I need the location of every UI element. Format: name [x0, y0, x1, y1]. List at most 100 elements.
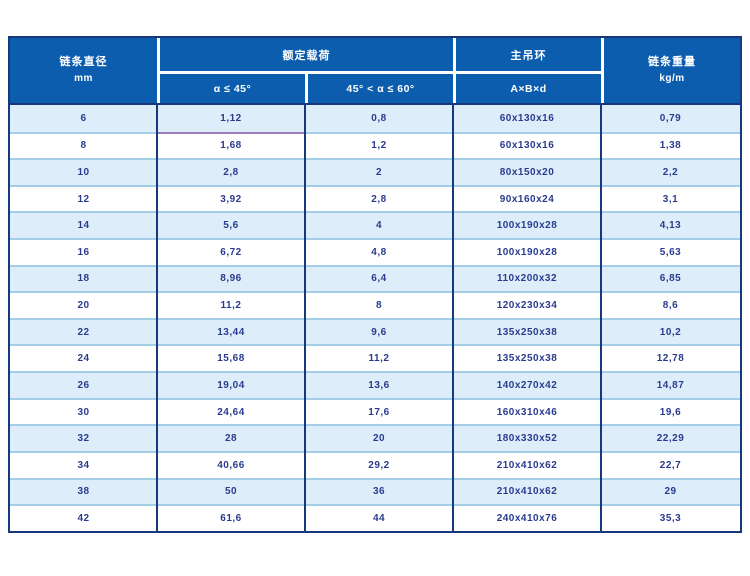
table-cell: 9,6	[371, 326, 387, 338]
table-row: 22 13,44 9,6 135x250x38 10,2	[10, 317, 740, 345]
table-cell: 1,12	[220, 112, 242, 124]
table-cell: 4,8	[371, 246, 387, 258]
table-cell: 24,64	[217, 406, 245, 418]
table-cell: 28	[224, 433, 238, 445]
table-cell: 5,6	[223, 220, 239, 232]
table-cell: 29	[664, 486, 677, 498]
header-chain-weight: 链条重量 kg/m	[601, 38, 740, 103]
table-cell: 11,2	[220, 300, 242, 312]
table-row: 32 28 20 180x330x52 22,29	[10, 424, 740, 451]
table-cell: 2,8	[371, 193, 387, 205]
table-cell: 22,29	[656, 433, 685, 445]
header-rated-load-title: 额定载荷	[282, 49, 331, 62]
table-row: 20 11,2 8 120x230x34 8,6	[10, 291, 740, 318]
table-cell: 42	[77, 512, 90, 524]
table-cell: 19,6	[659, 406, 682, 418]
column-divider-4	[600, 105, 602, 531]
table-row: 6 1,12 0,8 60x130x16 0,79	[10, 105, 740, 132]
table-cell: 1,2	[371, 140, 387, 152]
table-cell: 120x230x34	[496, 300, 558, 312]
table-cell: 13,6	[368, 379, 390, 391]
table-cell: 26	[77, 379, 90, 391]
table-cell: 15,68	[217, 353, 245, 365]
table-cell: 30	[77, 406, 90, 418]
column-divider-3	[452, 105, 454, 531]
header-rated-load-group: 额定载荷	[157, 38, 453, 71]
table-cell: 4,13	[659, 220, 682, 232]
table-cell: 60x130x16	[499, 112, 555, 124]
table-row: 18 8,96 6,4 110x200x32 6,85	[10, 264, 740, 292]
table-cell: 2,2	[662, 167, 679, 179]
table-cell: 160x310x46	[496, 406, 558, 418]
table-cell: 8	[80, 140, 87, 152]
table-row: 42 61,6 44 240x410x76 35,3	[10, 504, 740, 531]
table-cell: 3,1	[662, 193, 679, 205]
table-cell: 17,6	[368, 406, 390, 418]
table-cell: 5,63	[659, 246, 682, 258]
table-cell: 135x250x38	[496, 353, 558, 365]
table-row: 16 6,72 4,8 100x190x28 5,63	[10, 238, 740, 265]
column-divider-1	[156, 105, 158, 531]
table-cell: 16	[77, 246, 90, 258]
table-body: 6 1,12 0,8 60x130x16 0,79 8 1,68 1,2 60x130x16 1,…	[8, 103, 742, 533]
table-cell: 11,2	[368, 353, 390, 365]
header-angle-le-45: α ≤ 45°	[157, 71, 305, 103]
table-cell: 100x190x28	[496, 246, 558, 258]
table-cell: 19,04	[217, 379, 245, 391]
table-cell: 0,8	[371, 112, 387, 124]
table-cell: 10	[77, 167, 90, 179]
table-cell: 1,38	[659, 140, 682, 152]
table-cell: 90x160x24	[499, 193, 555, 205]
table-cell: 22,7	[659, 459, 682, 471]
table-cell: 140x270x42	[496, 379, 558, 391]
header-ring-dimensions: A×B×d	[453, 71, 601, 103]
table-cell: 2	[375, 167, 383, 179]
table-cell: 50	[224, 486, 238, 498]
table-cell: 6,4	[371, 273, 387, 285]
highlight-underline	[158, 131, 304, 134]
table-row: 24 15,68 11,2 135x250x38 12,78	[10, 344, 740, 371]
table-cell: 210x410x62	[496, 459, 558, 471]
table-row: 26 19,04 13,6 140x270x42 14,87	[10, 371, 740, 398]
table-row: 12 3,92 2,8 90x160x24 3,1	[10, 184, 740, 212]
table-cell: 0,79	[659, 112, 682, 124]
table-cell: 22	[77, 326, 90, 338]
table-cell: 100x190x28	[496, 220, 558, 232]
table-row: 10 2,8 2 80x150x20 2,2	[10, 158, 740, 185]
table-cell: 8	[375, 300, 383, 312]
table-cell: 44	[372, 512, 386, 524]
table-cell: 14,87	[656, 379, 685, 391]
table-cell: 40,66	[217, 459, 245, 471]
table-cell: 80x150x20	[499, 167, 555, 179]
header-chain-diameter: 链条直径 mm	[10, 38, 157, 103]
table-cell: 12	[77, 193, 90, 205]
table-cell: 210x410x62	[496, 486, 558, 498]
table-cell: 29,2	[368, 459, 390, 471]
header-angle-45-60: 45° < α ≤ 60°	[305, 71, 453, 103]
table-row: 34 40,66 29,2 210x410x62 22,7	[10, 450, 740, 478]
table-cell: 6	[80, 112, 87, 124]
header-main-ring: 主吊环	[453, 38, 601, 71]
table-cell: 2,8	[223, 167, 239, 179]
table-cell: 35,3	[659, 512, 682, 524]
table-cell: 240x410x76	[496, 512, 558, 524]
table-cell: 8,6	[662, 300, 679, 312]
table-cell: 3,92	[220, 193, 242, 205]
table-cell: 60x130x16	[499, 140, 555, 152]
table-cell: 6,72	[220, 246, 242, 258]
table-cell: 14	[77, 220, 90, 232]
table-cell: 20	[77, 300, 90, 312]
table-row: 8 1,68 1,2 60x130x16 1,38	[10, 131, 740, 159]
column-divider-2	[304, 105, 306, 531]
table-cell: 4	[375, 220, 383, 232]
table-cell: 180x330x52	[496, 433, 558, 445]
header-chain-diameter-title: 链条直径	[59, 56, 108, 69]
header-main-ring-title: 主吊环	[510, 49, 547, 62]
table-cell: 61,6	[220, 512, 242, 524]
table-cell: 1,68	[220, 140, 242, 152]
table-rows: 6 1,12 0,8 60x130x16 0,79 8 1,68 1,2 60x130x16 1,…	[10, 105, 740, 531]
header-chain-weight-unit: kg/m	[659, 73, 685, 85]
table-cell: 24	[77, 353, 90, 365]
header-ring-dimensions-label: A×B×d	[510, 82, 547, 95]
table-row: 30 24,64 17,6 160x310x46 19,6	[10, 397, 740, 425]
